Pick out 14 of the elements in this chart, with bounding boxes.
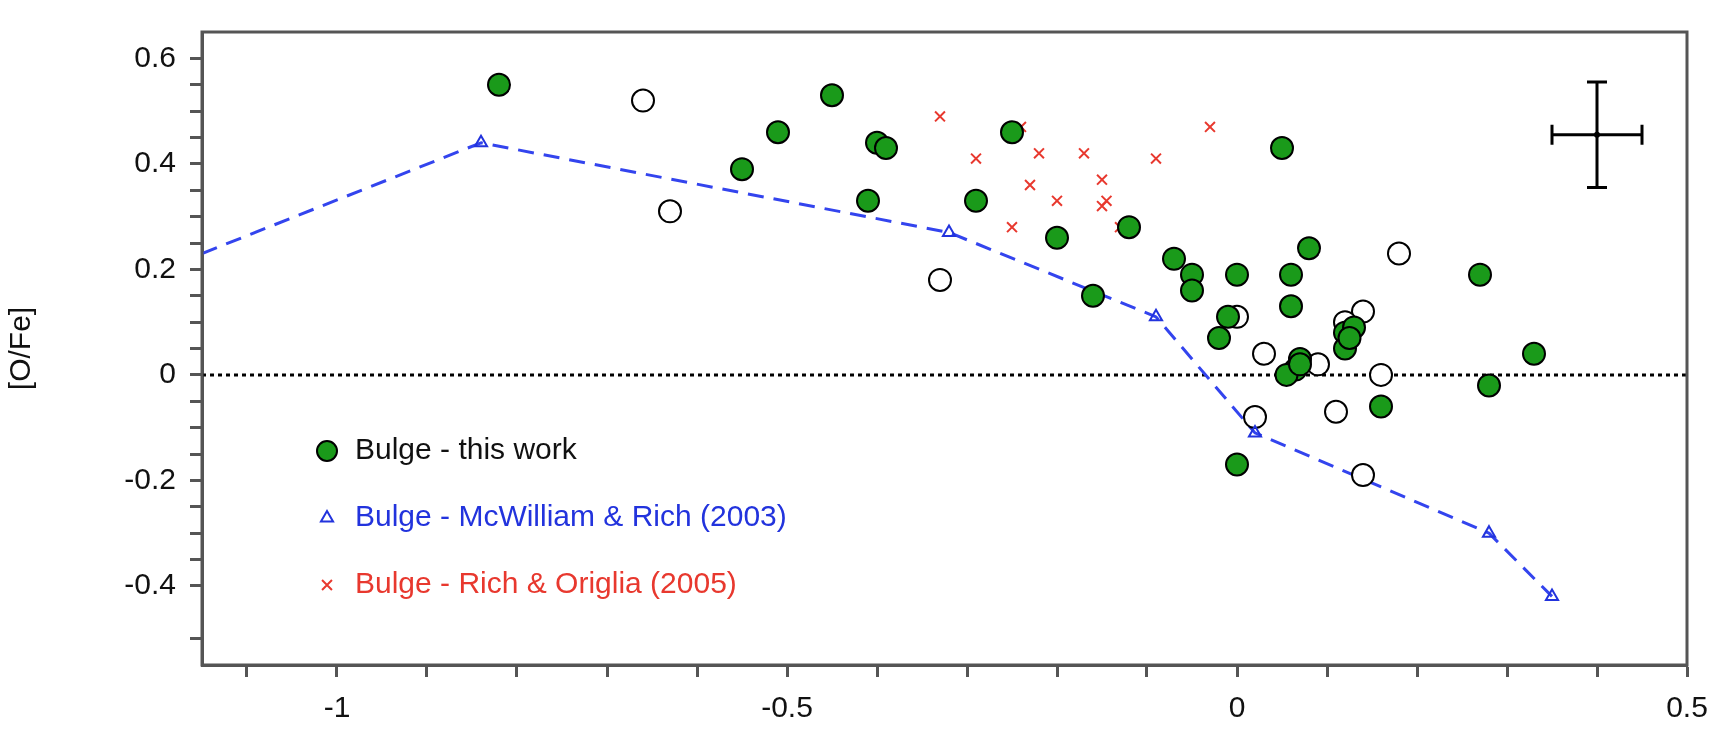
x-tick-label: -1	[323, 690, 351, 724]
y-tick-label: 0.6	[134, 39, 176, 73]
y-tick-label: -0.2	[124, 461, 176, 495]
legend-label: Bulge - this work	[355, 432, 578, 466]
y-tick-label: 0.4	[134, 145, 176, 179]
y-tick-label: 0	[159, 356, 176, 390]
y-axis-title: [O/Fe]	[3, 306, 37, 391]
x-tick-label: -0.5	[761, 690, 813, 724]
legend-label: Bulge - McWilliam & Rich (2003)	[355, 499, 787, 533]
y-tick-label: 0.2	[134, 250, 176, 284]
legend-label: Bulge - Rich & Origlia (2005)	[355, 566, 737, 600]
y-tick-label: -0.4	[124, 567, 176, 601]
x-tick-label: 0.5	[1666, 690, 1708, 724]
x-tick-label: 0	[1228, 690, 1246, 724]
